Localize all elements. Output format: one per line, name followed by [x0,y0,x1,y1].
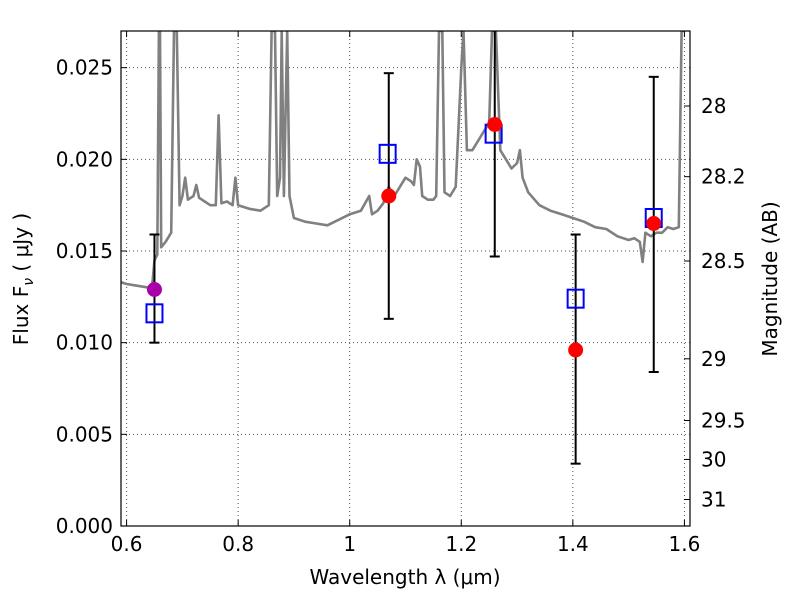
y-axis: 0.000 0.005 0.010 0.015 0.020 0.025 [56,56,127,538]
y2-axis: 28 28.2 28.5 29 29.5 30 31 [684,94,746,512]
model-band-markers [145,123,663,324]
x-tick-label: 1.2 [445,532,477,556]
x-tick-label: 0.6 [111,532,143,556]
model-band-point [145,303,164,324]
x-tick-label: 1.6 [669,532,701,556]
observed-point [646,216,662,231]
y2-axis-title: Magnitude (AB) [758,201,782,356]
model-spectrum-line [121,31,685,293]
y-tick-label: 0.015 [56,239,113,263]
observed-markers [146,117,662,358]
y2-tick-label: 29.5 [701,409,746,433]
y2-tick-label: 28.5 [701,249,746,273]
x-tick-label: 1.4 [557,532,589,556]
y-tick-label: 0.005 [56,422,113,446]
y2-tick-label: 31 [701,488,726,512]
y2-tick-label: 28.2 [701,165,746,189]
observed-point [487,117,503,132]
y-axis-title-main: Flux F [9,286,33,345]
y2-tick-label: 30 [701,447,726,471]
observed-point [568,342,584,358]
y-tick-label: 0.010 [56,331,113,355]
x-tick-label: 0.8 [222,532,254,556]
observed-point [381,188,397,204]
x-tick-label: 1 [343,532,356,556]
y-tick-label: 0.020 [56,147,113,171]
y2-tick-label: 29 [701,347,726,371]
model-band-point [378,143,397,164]
x-axis-title: Wavelength λ (μm) [309,565,500,589]
y-tick-label: 0.025 [56,56,113,80]
x-axis: 0.6 0.8 1 1.2 1.4 1.6 [111,31,701,556]
grid [121,31,690,527]
model-spectrum [121,31,685,293]
observed-point [146,282,162,297]
errorbars [149,31,659,465]
plot-frame [120,30,691,527]
y-axis-title-sub: ν [21,278,37,286]
model-band-point [566,288,585,309]
y2-tick-label: 28 [701,94,726,118]
y-tick-label: 0.000 [56,514,113,538]
y-axis-title-unit: ( μJy ) [9,213,33,278]
y-axis-title: Flux Fν ( μJy ) [9,213,37,345]
